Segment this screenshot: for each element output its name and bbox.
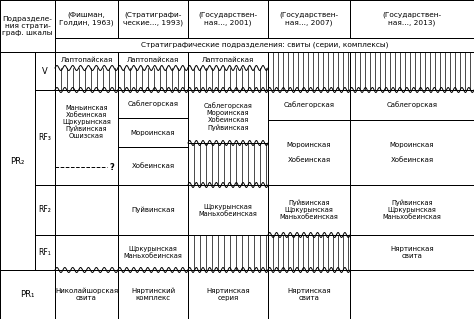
Text: Саблегорская
Мороинская
Хобеинская
Пуйвинская: Саблегорская Мороинская Хобеинская Пуйви… <box>203 102 253 131</box>
Text: PR₁: PR₁ <box>20 290 34 299</box>
Text: Щокурынская
Маньхобеинская: Щокурынская Маньхобеинская <box>199 204 257 217</box>
Bar <box>350 235 474 270</box>
Text: Няртинская
свита: Няртинская свита <box>390 246 434 259</box>
Bar <box>350 52 474 90</box>
Bar <box>350 120 474 185</box>
Text: (Фишман,
Голдин, 1963): (Фишман, Голдин, 1963) <box>59 12 114 26</box>
Bar <box>268 120 350 185</box>
Bar <box>55 235 118 270</box>
Bar <box>188 185 268 235</box>
Bar <box>188 52 268 90</box>
Bar <box>268 185 350 235</box>
Text: RF₂: RF₂ <box>38 205 52 214</box>
Text: Мороинская

Хобеинская: Мороинская Хобеинская <box>390 143 434 162</box>
Text: RF₃: RF₃ <box>38 133 52 142</box>
Bar <box>268 52 350 90</box>
Text: Саблегорская: Саблегорская <box>128 100 179 108</box>
Text: Няртинский
комплекс: Няртинский комплекс <box>131 288 175 301</box>
Bar <box>55 90 118 185</box>
Bar <box>55 0 118 38</box>
Bar <box>35 52 55 90</box>
Bar <box>55 270 118 319</box>
Text: Няртинская
серия: Няртинская серия <box>206 288 250 301</box>
Text: (Стратиграфи-
ческие..., 1993): (Стратиграфи- ческие..., 1993) <box>123 12 183 26</box>
Bar <box>350 0 474 38</box>
Text: Щокурынская
Маньхобеинская: Щокурынская Маньхобеинская <box>124 246 182 259</box>
Bar <box>35 90 55 185</box>
Text: Мороинская: Мороинская <box>131 130 175 136</box>
Bar <box>188 270 268 319</box>
Text: (Государствен-
ная..., 2007): (Государствен- ная..., 2007) <box>280 12 338 26</box>
Text: Подразделе-
ния страти-
граф. шкалы: Подразделе- ния страти- граф. шкалы <box>2 16 53 36</box>
Bar <box>118 0 188 38</box>
Bar <box>188 90 268 143</box>
Text: PR₂: PR₂ <box>10 157 24 166</box>
Text: (Государствен-
ная..., 2001): (Государствен- ная..., 2001) <box>199 12 257 26</box>
Bar <box>55 185 118 235</box>
Text: Лаптопайская: Лаптопайская <box>202 57 254 63</box>
Bar <box>118 235 188 270</box>
Bar <box>350 185 474 235</box>
Bar <box>188 0 268 38</box>
Text: Пуйвинская
Щокурынская
Маньхобеинская: Пуйвинская Щокурынская Маньхобеинская <box>280 200 338 220</box>
Text: Мороинская

Хобеинская: Мороинская Хобеинская <box>287 143 331 162</box>
Bar <box>0 270 55 319</box>
Text: Пуйвинская
Щокурынская
Маньхобеинская: Пуйвинская Щокурынская Маньхобеинская <box>383 200 441 220</box>
Text: V: V <box>42 66 48 76</box>
Bar <box>118 118 188 147</box>
Text: Пуйвинская: Пуйвинская <box>131 207 175 213</box>
Bar <box>35 185 55 235</box>
Text: Стратиграфические подразделения: свиты (серии, комплексы): Стратиграфические подразделения: свиты (… <box>141 42 388 48</box>
Bar <box>55 38 474 52</box>
Text: Лаптопайская: Лаптопайская <box>60 57 113 63</box>
Text: Няртинская
свита: Няртинская свита <box>287 288 331 301</box>
Text: Маньинская
Хобеинская
Щокурынская
Пуйвинская
Ошизская: Маньинская Хобеинская Щокурынская Пуйвин… <box>62 105 111 139</box>
Text: (Государствен-
ная..., 2013): (Государствен- ная..., 2013) <box>383 12 442 26</box>
Bar <box>0 0 55 52</box>
Bar <box>118 90 188 118</box>
Text: RF₁: RF₁ <box>38 248 51 257</box>
Text: Саблегорская: Саблегорская <box>386 101 438 108</box>
Text: Саблегорская: Саблегорская <box>283 101 335 108</box>
Bar <box>268 235 350 270</box>
Bar <box>0 52 35 270</box>
Text: Хобеинская: Хобеинская <box>131 163 174 169</box>
Bar <box>350 270 474 319</box>
Bar <box>268 0 350 38</box>
Bar <box>118 270 188 319</box>
Bar <box>268 90 350 120</box>
Text: ?: ? <box>109 162 114 172</box>
Text: Николайшорская
свита: Николайшорская свита <box>55 288 118 301</box>
Bar <box>118 185 188 235</box>
Text: Лаптопайская: Лаптопайская <box>127 57 179 63</box>
Bar <box>118 147 188 185</box>
Bar <box>188 235 268 270</box>
Bar <box>118 52 188 90</box>
Bar <box>268 270 350 319</box>
Bar <box>350 90 474 120</box>
Bar <box>55 52 118 90</box>
Bar <box>35 235 55 270</box>
